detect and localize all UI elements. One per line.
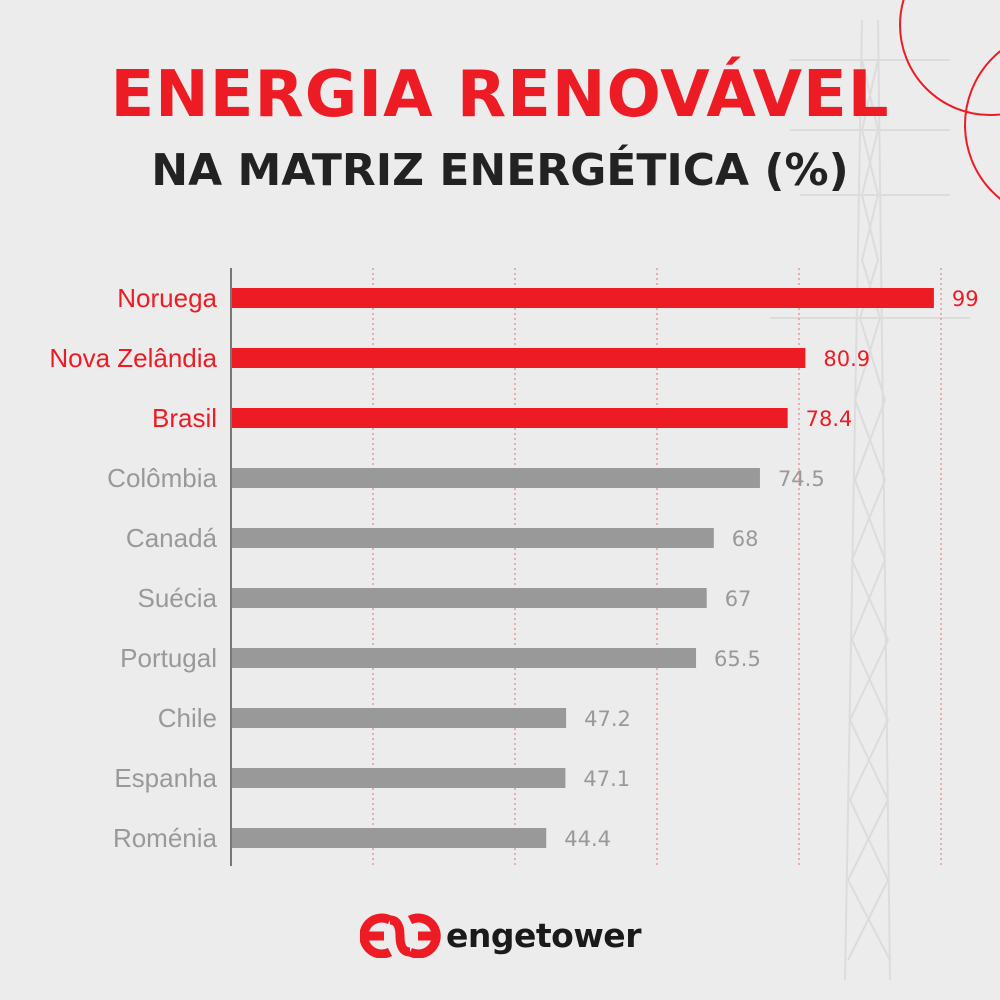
value-label: 68	[732, 527, 759, 551]
brand-name: engetower	[446, 915, 641, 955]
bar-canadá	[232, 528, 714, 548]
value-label: 47.1	[583, 767, 630, 791]
brand-logo: engetower	[360, 912, 641, 958]
bar-noruega	[232, 288, 934, 308]
chart-subtitle: NA MATRIZ ENERGÉTICA (%)	[151, 145, 849, 196]
category-label: Brasil	[152, 403, 217, 433]
category-label: Canadá	[126, 523, 218, 553]
value-label: 80.9	[823, 347, 870, 371]
category-label: Chile	[158, 703, 217, 733]
value-label: 74.5	[778, 467, 825, 491]
engetower-logo-icon	[360, 913, 441, 958]
value-label: 67	[725, 587, 752, 611]
value-label: 65.5	[714, 647, 761, 671]
decorative-circle	[964, 50, 1000, 200]
category-label: Noruega	[117, 283, 217, 313]
value-label: 47.2	[584, 707, 631, 731]
bar-suécia	[232, 588, 707, 608]
category-label: Roménia	[113, 823, 218, 853]
bar-nova-zelândia	[232, 348, 806, 368]
value-label: 78.4	[806, 407, 853, 431]
bar-espanha	[232, 768, 566, 788]
category-label: Suécia	[138, 583, 218, 613]
bar-roménia	[232, 828, 547, 848]
category-label: Portugal	[120, 643, 217, 673]
value-label: 99	[952, 287, 979, 311]
category-label: Espanha	[114, 763, 217, 793]
category-label: Nova Zelândia	[49, 343, 217, 373]
bar-chile	[232, 708, 567, 728]
value-label: 44.4	[564, 827, 611, 851]
category-label: Colômbia	[107, 463, 217, 493]
bar-portugal	[232, 648, 697, 668]
bar-colômbia	[232, 468, 760, 488]
bar-brasil	[232, 408, 788, 428]
decorative-circle	[899, 0, 1000, 116]
chart-title: ENERGIA RENOVÁVEL	[110, 58, 890, 132]
